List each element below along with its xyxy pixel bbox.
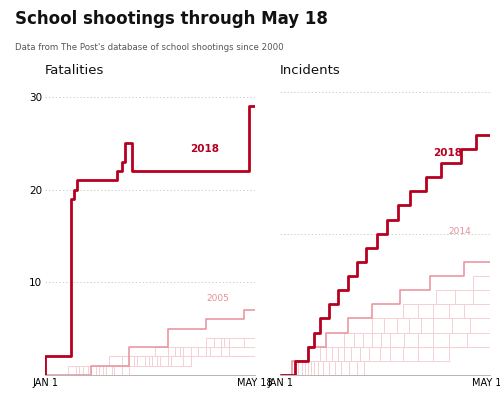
Text: School shootings through May 18: School shootings through May 18 [15, 10, 328, 28]
Text: Fatalities: Fatalities [45, 64, 104, 77]
Text: Data from The Post's database of school shootings since 2000: Data from The Post's database of school … [15, 43, 283, 52]
Text: 2018: 2018 [434, 148, 462, 158]
Text: 2014: 2014 [448, 227, 471, 236]
Text: 2005: 2005 [206, 294, 229, 302]
Text: Incidents: Incidents [280, 64, 341, 77]
Text: 2018: 2018 [190, 145, 220, 154]
